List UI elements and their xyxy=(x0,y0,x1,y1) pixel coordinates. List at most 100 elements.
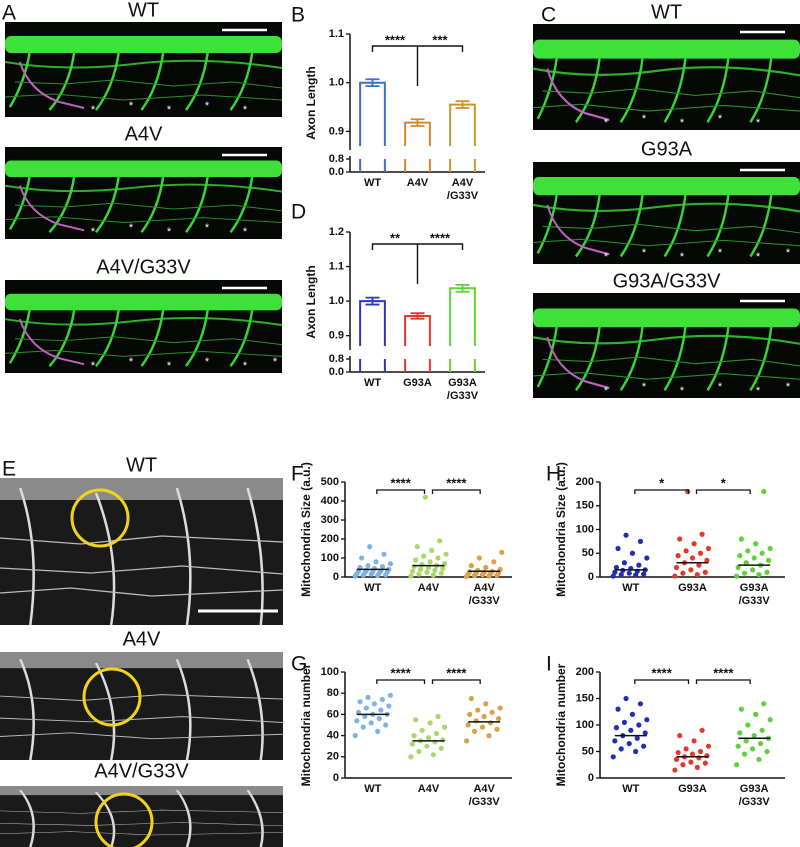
dot xyxy=(432,567,438,573)
significance-bracket xyxy=(634,489,690,494)
error-bar xyxy=(455,100,470,109)
dot xyxy=(362,713,368,720)
dot xyxy=(697,550,704,556)
dot xyxy=(419,562,425,568)
dot xyxy=(435,555,441,561)
dot xyxy=(613,725,620,731)
dot xyxy=(673,564,680,571)
x-tick-label: WT xyxy=(364,177,381,189)
dot xyxy=(753,541,759,547)
dot xyxy=(416,571,422,577)
dot xyxy=(702,760,708,766)
dot xyxy=(437,538,443,544)
dot xyxy=(629,550,636,556)
text-line: A4V xyxy=(473,783,495,795)
y-tick-label: 300 xyxy=(321,514,339,526)
dot xyxy=(704,557,710,563)
dot xyxy=(691,541,697,547)
dot xyxy=(440,737,446,743)
dot xyxy=(476,555,482,561)
dot xyxy=(735,564,741,571)
dot xyxy=(411,733,417,739)
dot xyxy=(680,762,686,768)
y-tick-label: 40 xyxy=(327,730,339,742)
text-line: /G33V xyxy=(739,796,771,808)
bar-lower xyxy=(359,359,386,372)
image-label: WT xyxy=(651,1,682,23)
dot xyxy=(475,707,481,713)
dot xyxy=(408,754,414,760)
error-bar xyxy=(410,118,425,127)
dot xyxy=(416,748,422,755)
dot xyxy=(355,709,362,715)
significance-label: * xyxy=(721,475,727,490)
panel-letter: I xyxy=(546,653,552,676)
axon-marker: * xyxy=(243,360,248,372)
axon-marker: * xyxy=(604,385,609,397)
dot xyxy=(749,746,756,752)
y-axis-label: Mitochondria number xyxy=(554,663,568,786)
dot xyxy=(381,551,387,557)
panel-letter: C xyxy=(541,4,556,27)
y-tick-label: 50 xyxy=(582,745,594,757)
dot xyxy=(419,727,425,733)
dot xyxy=(435,713,441,720)
dot xyxy=(363,705,370,711)
dot xyxy=(672,767,678,773)
y-tick-label: 200 xyxy=(576,476,594,488)
bar-lower xyxy=(359,159,386,172)
y-tick-label: 1.0 xyxy=(329,295,344,307)
dot xyxy=(425,735,432,741)
dot xyxy=(615,706,621,712)
dot xyxy=(767,717,773,723)
dot xyxy=(489,709,495,715)
panel-letter: B xyxy=(291,4,305,27)
dot xyxy=(621,560,628,566)
micrograph xyxy=(533,162,800,264)
y-axis-label: Axon Length xyxy=(304,66,318,139)
image-label: A4V xyxy=(125,123,163,145)
dot xyxy=(433,730,440,737)
axon-marker: * xyxy=(718,381,723,393)
dot xyxy=(409,568,416,574)
dot xyxy=(422,494,428,500)
bar-lower xyxy=(404,159,431,172)
x-tick-label: A4V/G33V xyxy=(447,177,479,202)
dot xyxy=(424,569,430,575)
dot xyxy=(497,705,503,711)
dot xyxy=(354,718,360,724)
dot xyxy=(764,569,770,575)
dot xyxy=(494,726,500,732)
axon-marker: * xyxy=(718,113,723,125)
dot xyxy=(409,741,416,747)
significance-label: **** xyxy=(713,665,734,680)
dot xyxy=(365,694,371,701)
dot xyxy=(612,569,618,575)
axon-marker: * xyxy=(167,360,172,372)
error-bar xyxy=(365,296,380,306)
x-tick-label: G93A/G33V xyxy=(739,582,771,607)
dot xyxy=(443,551,449,557)
dot xyxy=(413,557,419,563)
significance-bracket xyxy=(371,243,464,284)
y-tick-label: 1.1 xyxy=(329,28,344,40)
dot xyxy=(427,720,433,726)
dot xyxy=(430,572,436,578)
y-tick-label: 0.8 xyxy=(329,153,344,165)
dot xyxy=(699,531,705,537)
significance-bracket xyxy=(431,489,481,494)
dot xyxy=(495,716,502,722)
x-tick-label: A4V xyxy=(418,783,440,795)
dot xyxy=(441,724,448,730)
axon-marker: * xyxy=(91,104,96,116)
x-tick-label: A4V xyxy=(418,582,440,594)
significance-label: **** xyxy=(391,665,412,680)
dot xyxy=(628,727,634,733)
x-tick-label: G93A/G33V xyxy=(447,377,479,402)
significance-bracket xyxy=(695,679,751,684)
dot xyxy=(430,752,436,758)
panel-letter: D xyxy=(291,201,306,224)
axon-marker: * xyxy=(756,251,761,263)
bar xyxy=(449,103,476,146)
bar-lower xyxy=(404,359,431,372)
